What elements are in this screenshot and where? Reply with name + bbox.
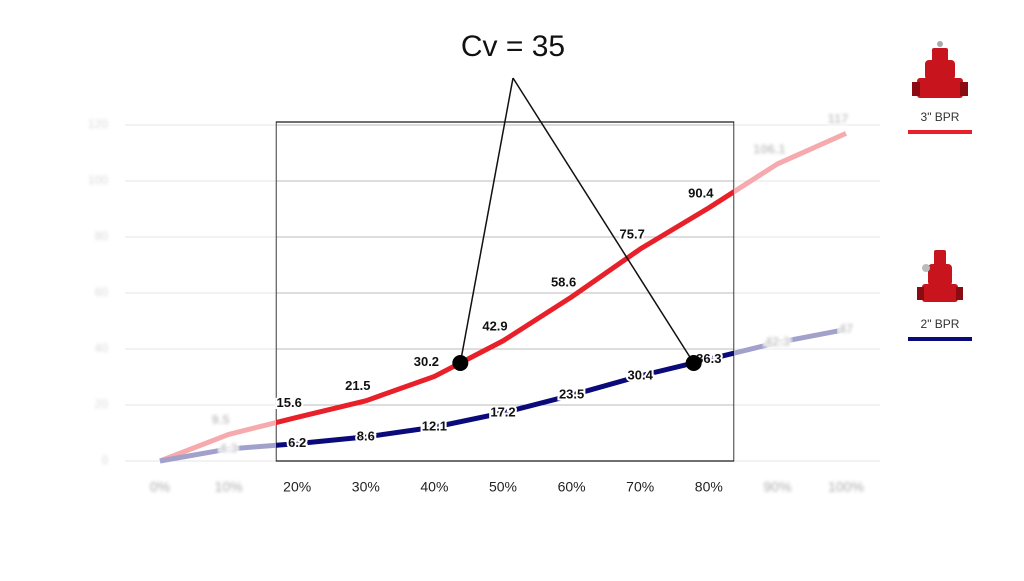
data-label: 21.5 bbox=[345, 378, 370, 393]
valve-icon-2in bbox=[917, 250, 963, 302]
x-tick-label: 60% bbox=[558, 479, 586, 495]
data-label: 17.2 bbox=[490, 404, 515, 419]
data-label: 75.7 bbox=[620, 226, 645, 241]
data-label: 30.4 bbox=[628, 367, 654, 382]
valve-icon-3in bbox=[912, 41, 968, 98]
legend-label: 3" BPR bbox=[921, 110, 960, 124]
data-label: 15.6 bbox=[277, 395, 302, 410]
data-label: 30.2 bbox=[414, 354, 439, 369]
x-tick-label: 50% bbox=[489, 479, 517, 495]
annotation-leader bbox=[512, 77, 695, 364]
annotation-point bbox=[685, 355, 702, 371]
x-tick-label: 30% bbox=[352, 479, 380, 495]
data-label: 23.5 bbox=[559, 387, 584, 402]
x-tick-label: 80% bbox=[695, 479, 723, 495]
data-label: 58.6 bbox=[551, 274, 576, 289]
annotation-point bbox=[452, 355, 469, 371]
data-label: 90.4 bbox=[688, 185, 714, 200]
data-label: 12.1 bbox=[422, 419, 447, 434]
plot-area: 0204060801001200%10%20%30%40%50%60%70%80… bbox=[0, 100, 904, 510]
x-tick-label: 40% bbox=[420, 479, 448, 495]
legend: 3" BPR 2" BPR bbox=[908, 41, 972, 341]
annotation-text: Cv = 35 bbox=[461, 30, 565, 63]
x-tick-label: 70% bbox=[626, 479, 654, 495]
data-label: 42.9 bbox=[482, 318, 507, 333]
legend-label: 2" BPR bbox=[921, 317, 960, 331]
data-label: 6.2 bbox=[288, 435, 306, 450]
fade-overlay bbox=[734, 100, 904, 510]
x-tick-label: 20% bbox=[283, 479, 311, 495]
data-label: 8.6 bbox=[357, 428, 375, 443]
annotation-leader bbox=[459, 77, 514, 364]
fade-overlay bbox=[0, 100, 276, 510]
